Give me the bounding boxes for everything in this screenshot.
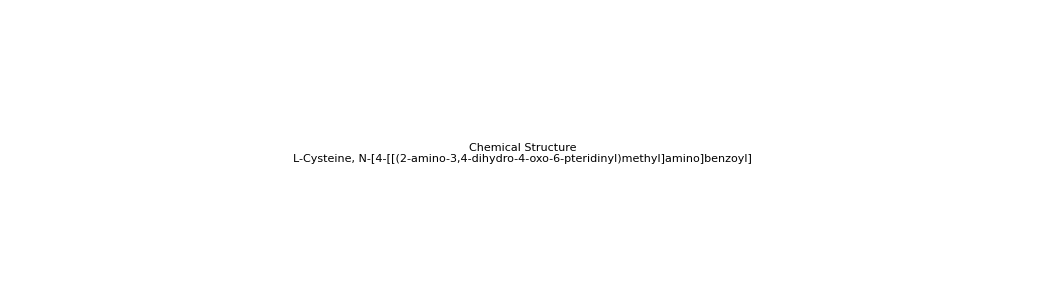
Text: Chemical Structure
L-Cysteine, N-[4-[[(2-amino-3,4-dihydro-4-oxo-6-pteridinyl)me: Chemical Structure L-Cysteine, N-[4-[[(2… [293, 143, 752, 164]
